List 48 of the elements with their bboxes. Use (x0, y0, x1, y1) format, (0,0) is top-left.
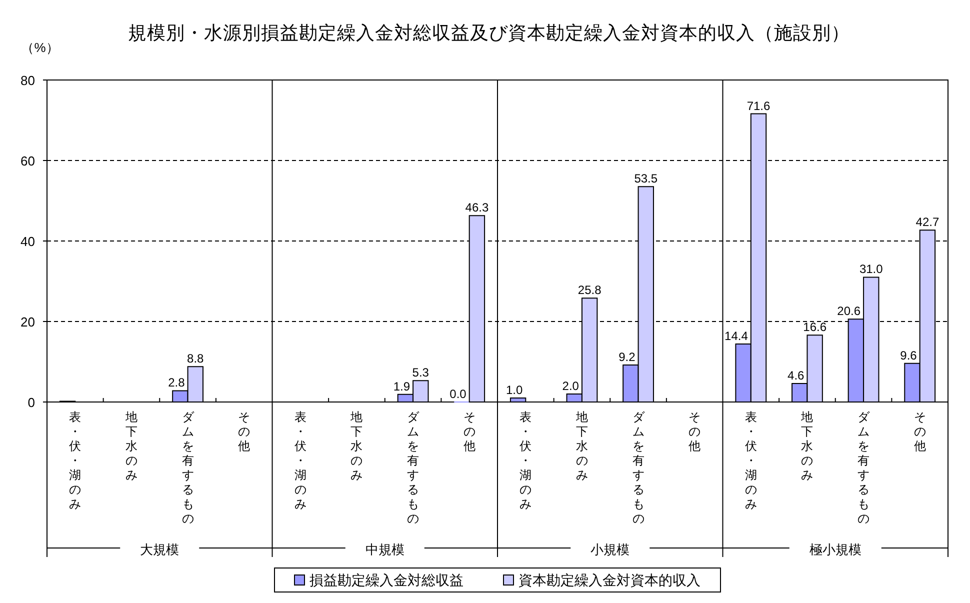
data-label: 71.6 (746, 98, 771, 113)
text: 中規模 (365, 542, 404, 557)
data-label: 25.8 (578, 283, 602, 298)
y-tick-label: 80 (20, 73, 35, 88)
x-tick-label: 表・伏・湖のみ (520, 410, 532, 511)
data-label: 2.8 (168, 376, 186, 390)
x-tick-label: その他 (688, 410, 701, 453)
y-tick-label: 40 (20, 234, 35, 249)
data-label: 14.4 (724, 329, 748, 344)
x-tick-label: その他 (463, 410, 476, 453)
data-label: 31.0 (859, 262, 884, 276)
text: 大規模 (140, 542, 180, 557)
x-tick-label: 表・伏・湖のみ (69, 410, 82, 511)
text: 小規模 (590, 542, 630, 557)
data-label: 42.7 (916, 215, 940, 230)
x-tick-label: ダムを有するもの (632, 410, 646, 526)
x-tick-label: 地下水のみ (800, 410, 814, 482)
data-label: 0.0 (450, 387, 467, 401)
x-tick-label: 表・伏・湖のみ (744, 410, 757, 511)
data-label: 16.6 (803, 320, 827, 334)
legend-label: 損益勘定繰入金対総収益 (310, 572, 464, 588)
text: 極小規模 (809, 542, 862, 557)
x-tick-label: その他 (914, 410, 926, 453)
data-label: 20.6 (837, 304, 861, 318)
y-axis-title: （%） (21, 40, 59, 55)
x-tick-label: ダムを有するもの (182, 410, 195, 526)
y-tick-label: 0 (28, 395, 35, 410)
x-tick-label: ダムを有するもの (858, 410, 871, 526)
data-label: 46.3 (465, 200, 489, 215)
x-tick-label: その他 (238, 410, 250, 453)
data-label: 8.8 (187, 352, 204, 366)
data-label: 1.0 (506, 382, 523, 397)
data-label: 2.0 (562, 378, 580, 393)
y-tick-label: 20 (20, 314, 35, 330)
legend-label: 資本勘定繰入金対資本的収入 (518, 572, 700, 588)
x-tick-label: 地下水のみ (574, 410, 588, 482)
data-label: 9.2 (618, 350, 636, 364)
data-label: 9.6 (900, 348, 918, 362)
x-tick-label: 地下水のみ (350, 410, 363, 482)
chart-title: 規模別・水源別損益勘定繰入金対総収益及び資本勘定繰入金対資本的収入（施設別） (128, 22, 850, 43)
data-label: 1.9 (393, 379, 410, 394)
data-label: 4.6 (788, 368, 805, 382)
data-label: 5.3 (412, 366, 430, 380)
data-label: 53.5 (634, 172, 658, 186)
x-tick-label: 表・伏・湖のみ (294, 410, 306, 511)
y-tick-label: 60 (20, 154, 35, 168)
x-tick-label: 地下水のみ (124, 410, 138, 482)
x-tick-label: ダムを有するもの (407, 410, 420, 526)
